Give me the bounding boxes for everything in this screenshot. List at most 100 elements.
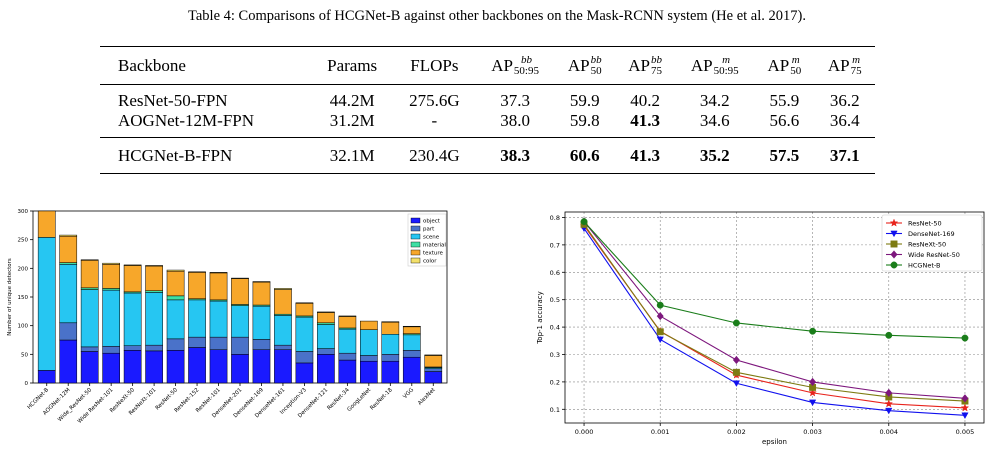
bar-segment-scene	[37, 237, 56, 371]
bar-segment-texture	[381, 321, 400, 335]
bar-segment-color	[338, 315, 357, 317]
table-cell: ResNet-50-FPN	[118, 91, 228, 110]
bar-segment-part	[402, 350, 421, 358]
table-cell: 44.2M	[329, 91, 375, 110]
table-cell: 230.4G	[393, 137, 476, 174]
bar-segment-color	[209, 272, 228, 274]
bar-segment-color	[80, 259, 99, 261]
x-tick-label: 0.002	[727, 428, 746, 436]
legend-swatch	[410, 249, 421, 256]
data-point	[656, 328, 664, 336]
series-line	[583, 224, 965, 402]
table-cell: 34.2	[699, 91, 730, 110]
x-tick-label: GoogLeNet	[346, 387, 372, 413]
bar-segment-material	[166, 295, 185, 301]
y-tick-label: 0.4	[550, 324, 560, 332]
table-body-ours: HCGNet-B-FPN 32.1M 230.4G 38.3 60.6 41.3 35.2 5…	[100, 137, 875, 174]
table-cell: 34.6	[699, 111, 730, 130]
table-row: AOGNet-12M-FPN 31.2M - 38.0 59.8 41.3 34.6 56.6…	[100, 111, 875, 138]
table-cell: -	[431, 111, 438, 130]
bar-segment-part	[274, 344, 292, 350]
bar-segment-object	[209, 349, 228, 384]
x-tick-label: 0.000	[575, 428, 594, 436]
table-cell: 38.0	[500, 111, 530, 130]
bar-segment-object	[166, 350, 185, 384]
legend-label: ResNeXt-50	[908, 240, 946, 248]
bar-segment-object	[37, 370, 56, 384]
data-point	[960, 403, 970, 412]
bar-segment-color	[295, 302, 314, 304]
x-tick-label: AlexNet	[417, 387, 437, 407]
bar-segment-color	[317, 311, 335, 313]
x-tick-label: 0.004	[879, 428, 898, 436]
data-point	[732, 355, 740, 365]
table-cell: 275.6G	[409, 91, 460, 110]
bar-segment-scene	[274, 315, 292, 346]
table-cell: 40.2	[630, 91, 660, 110]
data-point	[656, 311, 664, 321]
x-tick-label: ResNet-18	[369, 387, 394, 412]
legend-marker	[890, 261, 898, 269]
bar-segment-part	[123, 345, 142, 351]
table-cell: 59.8	[569, 111, 600, 130]
bar-segment-texture	[317, 312, 335, 324]
table-cell: 36.2	[829, 91, 860, 110]
table-header-cell: AP bb 50:95	[475, 46, 555, 85]
legend-label: color	[423, 259, 437, 265]
data-point	[809, 327, 817, 335]
bar-segment-part	[424, 368, 443, 372]
table-cell: 55.9	[769, 91, 800, 110]
bar-segment-object	[295, 362, 314, 384]
bar-segment-part	[338, 352, 357, 361]
bar-segment-texture	[188, 272, 206, 299]
bar-segment-part	[102, 346, 120, 354]
bar-segment-texture	[80, 260, 99, 289]
y-tick-label: 0.1	[550, 406, 560, 414]
data-point	[961, 412, 969, 420]
series-hcgnet-b	[580, 218, 969, 342]
y-axis-label: Number of unique detectors	[7, 258, 13, 336]
data-point	[732, 319, 740, 327]
table-cell: HCGNet-B-FPN	[100, 137, 312, 174]
bar-segment-scene	[145, 292, 163, 346]
bar-segment-color	[59, 234, 78, 237]
bar-segment-color	[188, 271, 206, 273]
y-tick-label: 0.7	[550, 241, 560, 249]
data-point	[885, 407, 893, 415]
bar-segment-material	[80, 287, 99, 290]
y-tick-label: 100	[18, 324, 29, 330]
data-point	[885, 331, 893, 339]
bar-segment-color	[252, 281, 271, 283]
bar-segment-part	[295, 351, 314, 364]
bar-segment-texture	[338, 316, 357, 329]
bar-segment-scene	[123, 292, 142, 346]
table-row: ResNet-50-FPN 44.2M 275.6G 37.3 59.9 40.2 34.2…	[100, 85, 875, 112]
bar-segment-texture	[274, 289, 292, 315]
bar-segment-part	[360, 355, 378, 362]
bar-segment-color	[231, 277, 249, 279]
x-tick-label: VGG	[402, 387, 415, 400]
table-cell: 35.2	[675, 137, 755, 174]
bar-segment-part	[252, 339, 271, 350]
data-point	[961, 394, 969, 403]
data-point	[885, 388, 893, 398]
bar-segment-texture	[424, 355, 443, 368]
bar-segment-scene	[252, 305, 271, 340]
legend-label: HCGNet-B	[908, 261, 940, 269]
bar-segment-color	[402, 325, 421, 328]
table-header-cell: AP bb 50	[554, 46, 615, 85]
data-point	[961, 334, 969, 342]
bar-segment-object	[123, 350, 142, 384]
bar-segment-object	[188, 347, 206, 384]
data-point	[732, 368, 740, 376]
bar-segment-color	[102, 262, 120, 265]
bar-segment-texture	[37, 210, 56, 238]
table-header-cell: Params	[311, 46, 394, 85]
bar-segment-material	[317, 322, 335, 325]
comparison-table: Backbone Params FLOPs AP bb 50:95 AP bb 50 AP bb 75…	[100, 46, 875, 174]
table-cell: 36.4	[829, 111, 860, 130]
y-tick-label: 150	[18, 295, 29, 301]
bar-segment-scene	[188, 299, 206, 338]
top1-accuracy-line-chart: 0.1 0.2 0.3 0.4 0.5 0.6 0.7 0.8 0.000 0.001 0.002 0…	[536, 211, 985, 446]
bar-segment-part	[317, 348, 335, 355]
